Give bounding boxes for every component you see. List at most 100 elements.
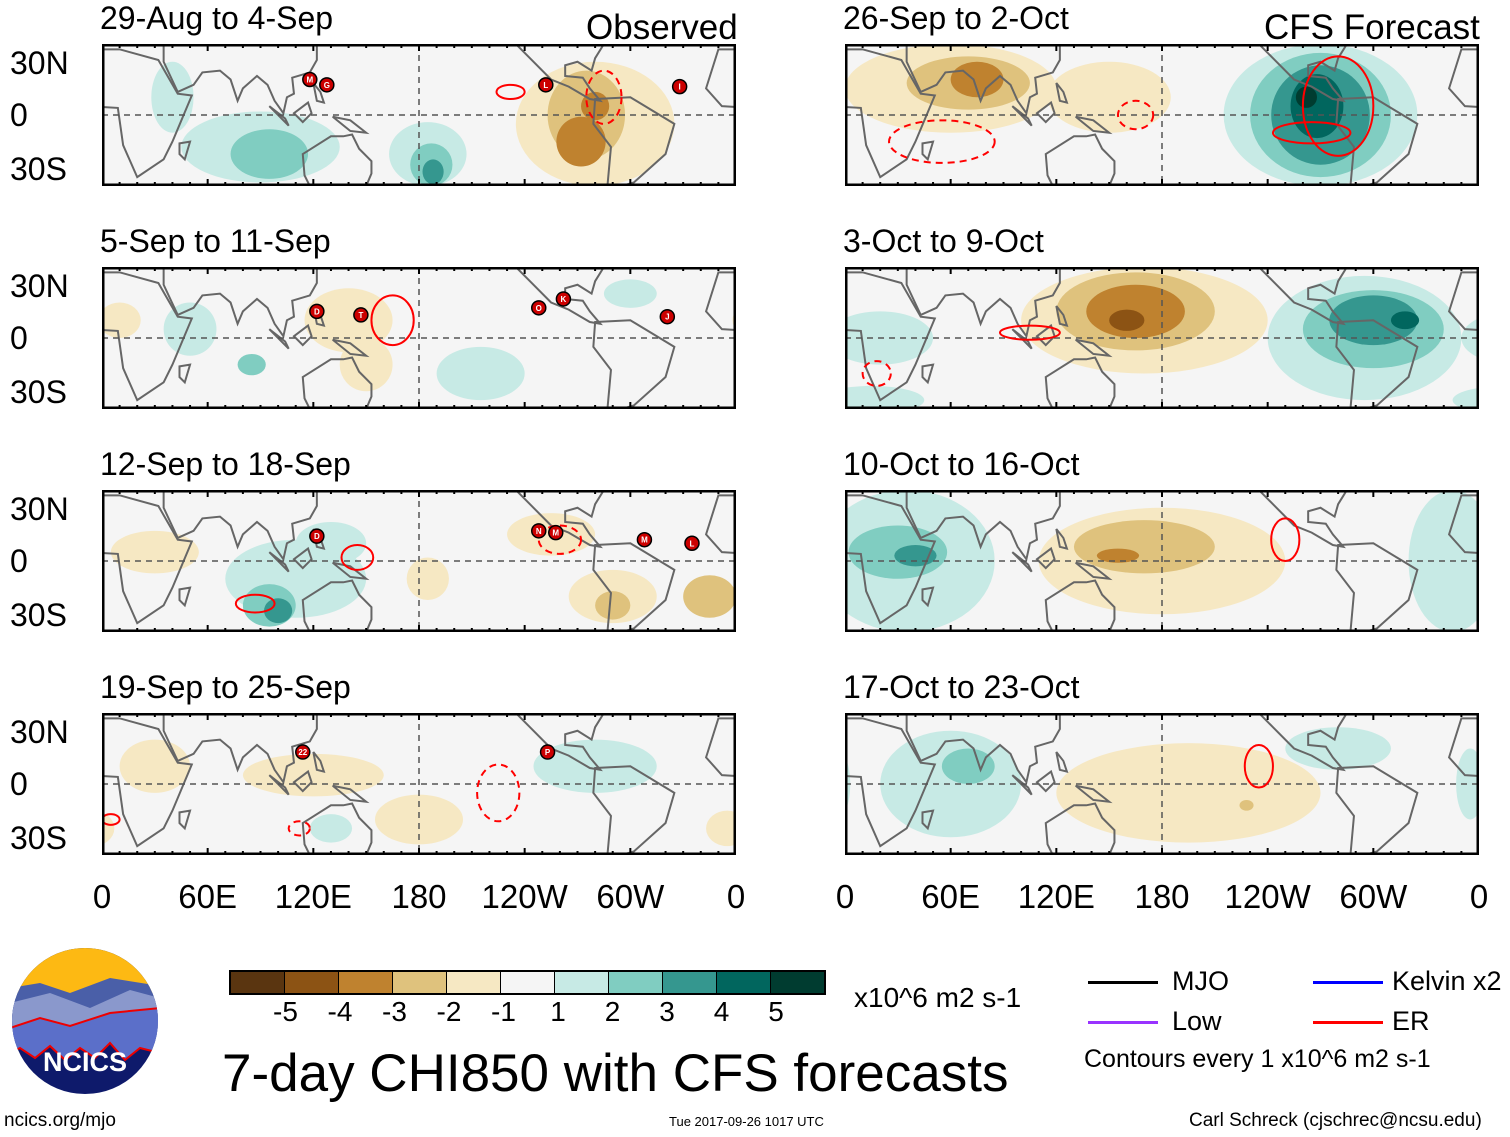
er-contour <box>537 524 583 555</box>
storm-label: D <box>314 307 320 316</box>
anomaly-region <box>102 812 115 845</box>
coastline <box>921 363 935 385</box>
lat-label: 30S <box>10 820 67 856</box>
storm-icon: M <box>548 524 564 541</box>
legend-low: Low <box>1172 1006 1222 1036</box>
colorbar-swatch <box>663 972 717 993</box>
coastline <box>845 271 937 402</box>
contour-note: Contours every 1 x10^6 m2 s-1 <box>1084 1045 1431 1073</box>
lat-label: 30S <box>10 374 67 410</box>
anomaly-region <box>436 346 525 401</box>
colorbar-tick: 2 <box>604 996 621 1027</box>
logo-text: NCICS <box>43 1047 127 1077</box>
anomaly-region <box>151 61 194 133</box>
anomaly-region <box>603 279 657 308</box>
coastline <box>1075 115 1113 135</box>
anomaly-region <box>102 302 141 338</box>
storm-icon: N <box>531 523 547 539</box>
storm-label: J <box>665 313 669 322</box>
anomaly-region <box>374 794 464 845</box>
coastline <box>292 323 313 347</box>
er-legend-line <box>1313 1021 1383 1024</box>
map-panel: MG L I <box>102 44 736 186</box>
colorbar-tick: 1 <box>550 996 566 1027</box>
anomaly-region <box>110 530 199 574</box>
anomaly-region <box>894 545 937 567</box>
coastline <box>292 546 313 570</box>
panel-title: 10-Oct to 16-Oct <box>843 446 1080 482</box>
storm-label: I <box>679 83 681 92</box>
storm-icon: M <box>302 71 318 88</box>
er-contour <box>998 324 1061 341</box>
lon-label: 0 <box>835 878 855 915</box>
coastline <box>292 769 313 793</box>
map-panel: D N M M L <box>102 490 736 632</box>
lat-label: 30N <box>10 714 69 750</box>
anomaly-region <box>422 159 444 185</box>
colorbar-swatch <box>717 972 771 993</box>
coastline <box>1044 579 1116 632</box>
colorbar-tick: -2 <box>436 996 462 1027</box>
anomaly-region <box>242 753 384 797</box>
coastline <box>905 713 1061 785</box>
footer-url[interactable]: ncics.org/mjo <box>4 1110 116 1131</box>
mjo-legend-line <box>1088 981 1158 984</box>
anomaly-region <box>304 288 393 353</box>
lon-label: 60W <box>596 878 665 915</box>
storm-icon: P <box>539 744 556 760</box>
anomaly-region <box>264 598 293 624</box>
coastline <box>162 267 318 339</box>
lat-label: 30S <box>10 151 67 187</box>
er-contour <box>370 294 415 347</box>
panel-title: 12-Sep to 18-Sep <box>100 446 351 482</box>
lon-label: 180 <box>1134 878 1190 915</box>
coastline <box>1044 802 1116 855</box>
coastline <box>1035 769 1056 793</box>
lon-label: 120W <box>481 878 568 915</box>
storm-label: K <box>561 295 567 304</box>
coastline <box>332 338 370 358</box>
panel-title: 5-Sep to 11-Sep <box>100 223 331 259</box>
coastline <box>514 713 606 772</box>
er-contour <box>1301 55 1375 157</box>
storm-label: L <box>543 81 548 90</box>
coastline <box>1011 551 1033 573</box>
storm-label: D <box>314 532 320 541</box>
coastline <box>178 809 192 831</box>
storm-label: 22 <box>298 748 307 757</box>
coastline <box>102 48 194 179</box>
panel-title: 29-Aug to 4-Sep <box>100 0 334 36</box>
colorbar-swatch <box>555 972 609 993</box>
storm-icon: I <box>671 78 688 95</box>
coastline <box>1011 774 1033 796</box>
coastline <box>178 363 192 385</box>
coastline <box>301 356 373 409</box>
coastline <box>301 579 373 632</box>
coastline <box>162 490 318 562</box>
coastline <box>162 713 318 785</box>
storm-label: L <box>690 539 695 548</box>
forecast-label: CFS Forecast <box>1264 8 1480 47</box>
lat-label: 30S <box>10 597 67 633</box>
lon-label: 120W <box>1224 878 1311 915</box>
coastline <box>1044 356 1116 409</box>
coastline <box>1055 305 1069 327</box>
lon-label: 120E <box>1017 878 1095 915</box>
anomaly-region <box>1461 318 1479 358</box>
footer-author[interactable]: Carl Schreck (cjschrec@ncsu.edu) <box>1189 1110 1482 1131</box>
er-contour <box>495 83 526 101</box>
anomaly-region <box>237 353 266 376</box>
coastline <box>514 44 606 103</box>
map-panel: D T O K J <box>102 267 736 409</box>
anomaly-region <box>1239 799 1254 811</box>
storm-icon: T <box>353 307 369 323</box>
coastline <box>845 494 937 625</box>
er-contour <box>102 813 121 826</box>
colorbar-swatch <box>339 972 393 993</box>
kelvin-legend-line <box>1313 981 1383 984</box>
coastline <box>292 100 313 124</box>
coastline <box>268 774 290 796</box>
er-contour <box>287 820 311 837</box>
storm-label: N <box>536 527 542 536</box>
coastline <box>1257 267 1349 326</box>
